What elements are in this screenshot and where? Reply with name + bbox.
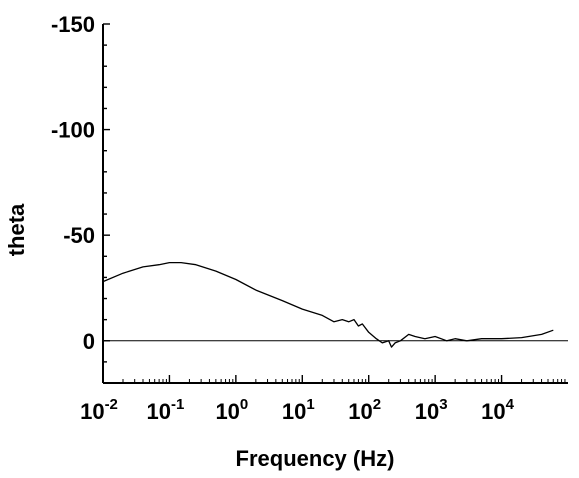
x-tick-label: 101	[282, 396, 315, 424]
y-tick-label: -100	[51, 118, 95, 143]
ticks	[102, 23, 566, 384]
x-tick-label: 100	[215, 396, 248, 424]
x-axis-title: Frequency (Hz)	[236, 446, 395, 471]
y-axis-title: theta	[4, 203, 29, 256]
x-tick-label: 102	[348, 396, 381, 424]
x-tick-label: 104	[481, 396, 514, 424]
series-line	[102, 261, 554, 348]
tick-labels: -150 -100 -50 0 10-2 10-1 100 101 102 103 104	[51, 12, 515, 424]
x-tick-label: 10-1	[147, 396, 185, 424]
y-tick-label: 0	[83, 329, 95, 354]
x-tick-label: 10-2	[80, 396, 118, 424]
x-tick-label: 103	[415, 396, 448, 424]
y-tick-label: -150	[51, 12, 95, 37]
y-tick-label: -50	[63, 223, 95, 248]
axes	[102, 24, 568, 384]
